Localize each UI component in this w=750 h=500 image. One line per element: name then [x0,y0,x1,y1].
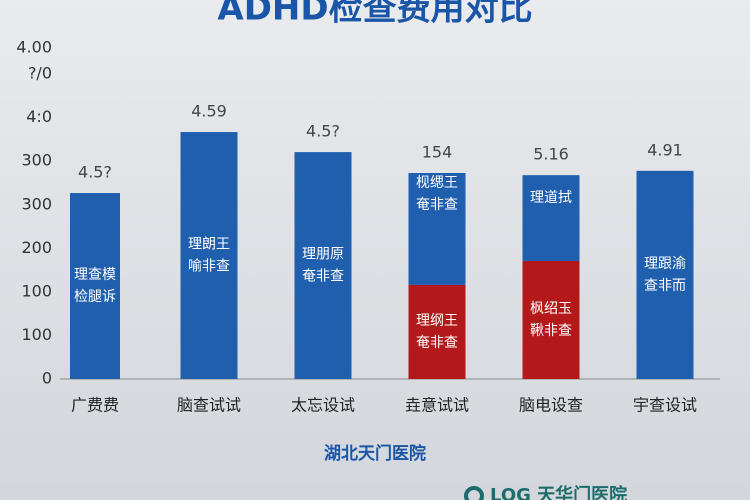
bar-text: 枧缌王 [416,175,458,191]
bar-text: 喻非查 [188,259,230,275]
bar-segment [408,284,466,379]
y-tick-label: 0 [42,369,52,388]
bar-segment [522,175,580,261]
bar-text: 理跟渝 [644,256,686,272]
x-tick-label: 广费费 [71,396,119,415]
y-tick-label: 100 [21,325,52,344]
chart-title: ADHD检查费用对比 [217,0,532,29]
y-tick-label: ?/0 [28,64,52,83]
bar-annotation: 5.16 [533,145,569,164]
bar-text: 理朋原 [302,247,344,263]
bar-text: 查非而 [644,278,686,294]
bar-segment [522,260,580,379]
bar-annotation: 4.59 [191,102,227,121]
x-tick-label: 太忘设试 [291,396,355,415]
bar-annotation: 4.5? [78,163,112,182]
bar-segment [636,170,694,379]
y-tick-label: 300 [21,194,52,213]
y-tick-label: 300 [21,151,52,170]
x-tick-label: 脑电设查 [519,396,583,415]
bar-annotation: 154 [422,142,453,161]
bar-segment [70,193,120,379]
x-tick-label: 垚意试试 [405,396,469,415]
bar-text: 鞦非查 [530,323,572,339]
x-tick-label: 宇查设试 [633,396,697,415]
bar-text: 奄非查 [416,197,458,213]
bar-text: 理朗王 [188,237,230,253]
bar-segment [408,172,466,285]
bar-text: 枫绍玉 [530,301,572,317]
bar-segment [180,132,238,379]
bar-text: 检腿诉 [74,289,116,305]
y-tick-label: 4.00 [16,38,52,57]
bar-text: 奄非查 [416,335,458,351]
bar-text: 理查模 [74,267,116,283]
y-tick-label: 200 [21,238,52,257]
y-tick-label: 4:0 [26,107,52,126]
bar-text: 理纲王 [416,313,458,329]
logo: LOG 天华门医院 [490,484,627,500]
logo-icon [464,486,484,500]
bar-text: 奄非查 [302,269,344,285]
footer: 湖北天门医院 [324,443,426,464]
bar-annotation: 4.91 [647,140,683,159]
bar-annotation: 4.5? [306,122,340,141]
y-tick-label: 100 [21,281,52,300]
x-tick-label: 脑查试试 [177,396,241,415]
bar-text: 理道拭 [530,190,572,206]
bar-segment [294,152,352,379]
